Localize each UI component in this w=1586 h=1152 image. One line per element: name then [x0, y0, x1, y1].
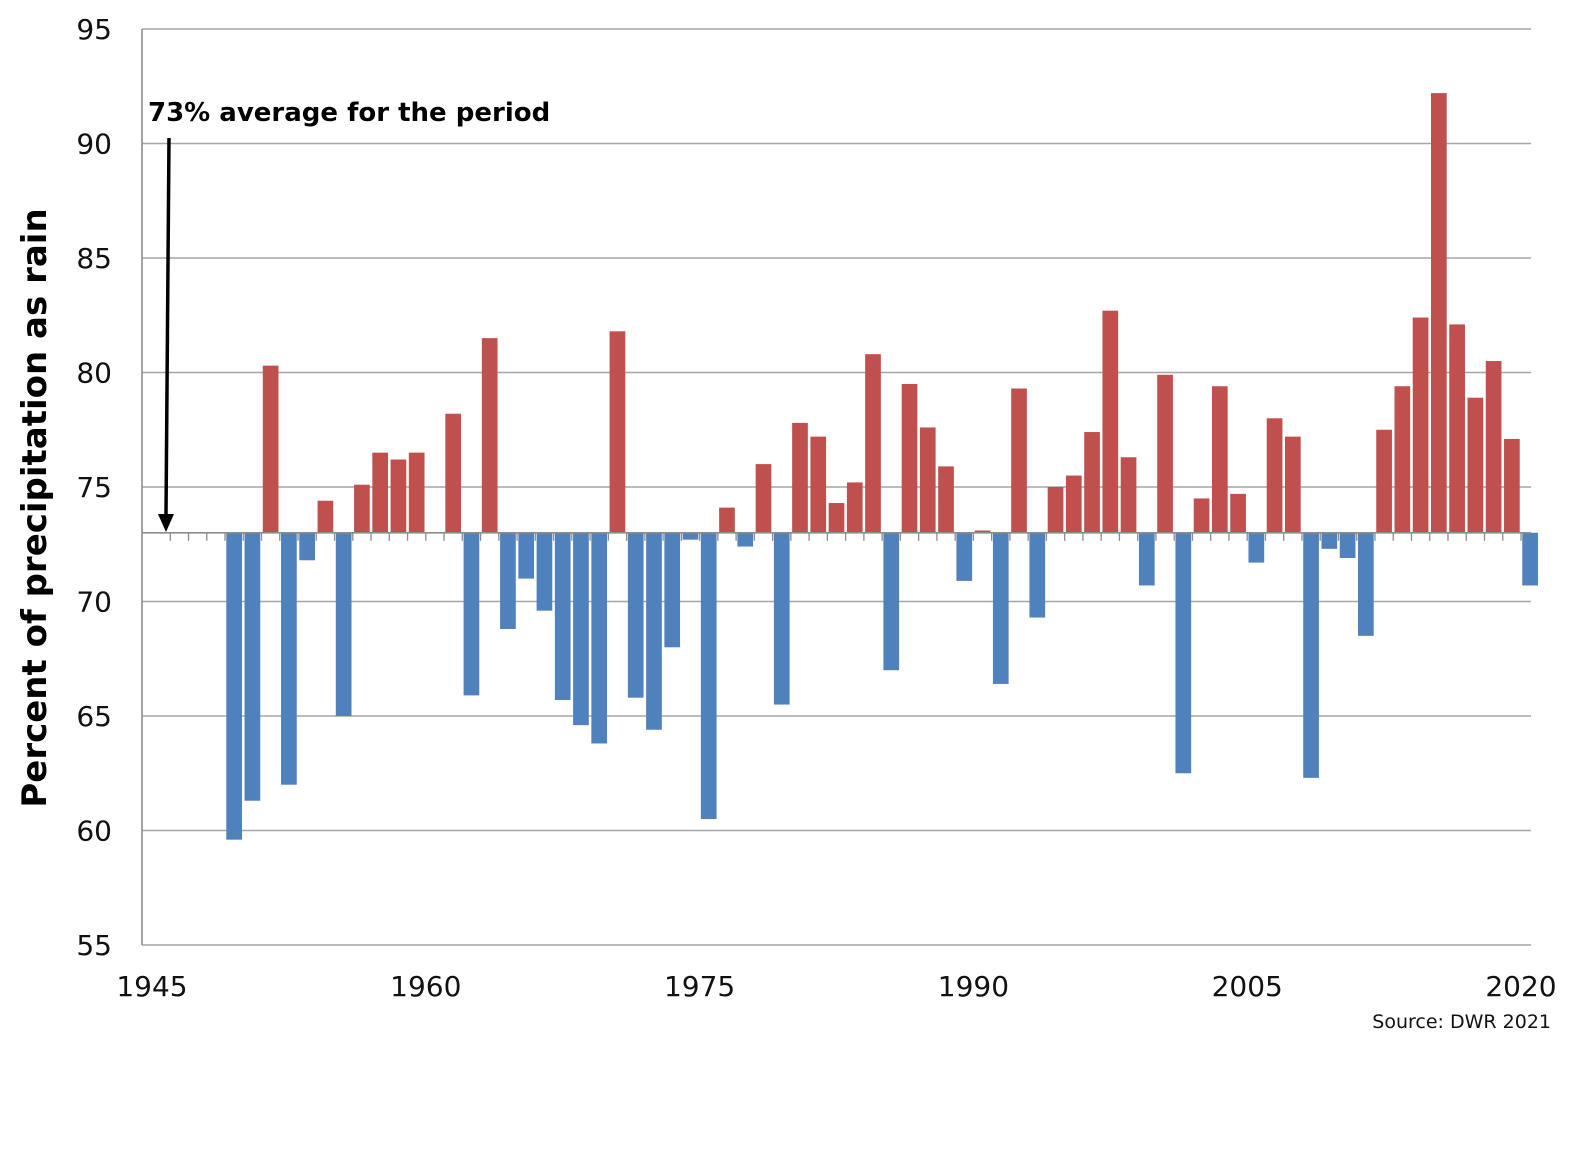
bar-2001 [1175, 532, 1192, 774]
y-tick-label: 75 [76, 471, 112, 504]
bar-1998 [1120, 457, 1137, 533]
bar-1999 [1138, 532, 1155, 586]
bar-1964 [500, 532, 516, 629]
bar-1975 [700, 532, 717, 820]
bar-1982 [828, 503, 845, 533]
y-tick-label: 80 [76, 357, 112, 390]
bar-1951 [262, 365, 279, 533]
bar-1973 [664, 532, 681, 648]
bar-2009 [1321, 532, 1338, 549]
bar-2019 [1504, 438, 1520, 533]
bar-2017 [1467, 397, 1484, 533]
bar-1956 [354, 484, 370, 533]
average-annotation: 73% average for the period [148, 98, 550, 128]
bar-1954 [317, 500, 334, 533]
bar-1968 [573, 532, 589, 726]
bar-1958 [390, 459, 407, 533]
y-axis-label: Percent of precipitation as rain [15, 208, 55, 807]
y-tick-label: 70 [76, 586, 112, 619]
bar-2007 [1284, 436, 1301, 533]
x-tick-label: 2005 [1212, 970, 1283, 1003]
bar-1992 [1011, 388, 1027, 533]
bar-1979 [773, 532, 790, 705]
bar-1988 [938, 466, 954, 533]
x-tick-label: 1975 [664, 970, 735, 1003]
bar-1972 [646, 532, 662, 730]
bar-1966 [536, 532, 553, 611]
x-tick-label: 1990 [938, 970, 1009, 1003]
bar-2015 [1431, 93, 1447, 533]
bar-2005 [1248, 532, 1265, 563]
bar-2000 [1157, 374, 1173, 533]
bar-1994 [1047, 487, 1064, 533]
bar-2002 [1193, 498, 1210, 533]
bar-2003 [1211, 386, 1228, 533]
bar-2014 [1412, 317, 1429, 533]
bar-1957 [372, 452, 389, 533]
bar-1967 [554, 532, 571, 700]
bar-1965 [518, 532, 535, 579]
gridlines [141, 28, 1531, 946]
bar-1984 [865, 354, 881, 533]
bar-1971 [627, 532, 644, 698]
y-tick-label: 95 [76, 13, 112, 46]
bar-1970 [609, 331, 626, 533]
bar-2011 [1357, 532, 1374, 636]
bar-1981 [810, 436, 827, 533]
bar-1955 [335, 532, 352, 716]
bar-1959 [408, 452, 425, 533]
bar-1950 [244, 532, 261, 801]
y-tick-labels: 55 60 65 70 75 80 85 90 95 [76, 13, 112, 962]
bar-1993 [1029, 532, 1046, 618]
bar-2006 [1266, 418, 1283, 533]
bar-1953 [299, 532, 316, 561]
bar-1986 [901, 383, 918, 533]
bar-2012 [1376, 429, 1392, 533]
bar-2010 [1339, 532, 1356, 558]
y-tick-label: 85 [76, 242, 112, 275]
bar-1961 [445, 413, 462, 533]
bar-1985 [883, 532, 900, 671]
bar-2018 [1485, 361, 1502, 533]
bar-1974 [682, 532, 699, 540]
y-tick-label: 90 [76, 128, 112, 161]
bar-1969 [591, 532, 608, 744]
x-tick-label: 1945 [116, 970, 187, 1003]
y-tick-label: 60 [76, 815, 112, 848]
bar-1963 [481, 338, 498, 533]
bar-2004 [1230, 493, 1246, 533]
bar-1997 [1102, 310, 1119, 533]
bar-2020 [1522, 532, 1538, 586]
bar-1983 [846, 482, 863, 533]
x-tick-label: 1960 [390, 970, 461, 1003]
bar-2008 [1303, 532, 1319, 778]
bar-1980 [792, 422, 808, 533]
bar-1952 [281, 532, 297, 785]
bar-1949 [226, 532, 242, 840]
annotation-arrow-shaft [164, 137, 171, 515]
bar-1978 [755, 464, 772, 533]
bar-1989 [956, 532, 973, 581]
baseline-axis [142, 531, 1531, 541]
bar-1991 [992, 532, 1009, 684]
source-note: Source: DWR 2021 [1372, 1011, 1551, 1033]
bar-1987 [919, 427, 936, 533]
annotation-arrow-head [158, 514, 174, 532]
y-tick-label: 55 [76, 929, 112, 962]
bar-1990 [974, 530, 991, 533]
bar-1995 [1065, 475, 1082, 533]
bar-2016 [1449, 324, 1465, 533]
bar-2013 [1394, 386, 1411, 533]
bar-1977 [737, 532, 754, 547]
bars [226, 93, 1538, 840]
x-tick-label: 2020 [1485, 970, 1556, 1003]
bar-1996 [1084, 432, 1100, 533]
bar-1976 [719, 507, 735, 533]
bar-1962 [463, 532, 480, 696]
y-tick-label: 65 [76, 700, 112, 733]
x-tick-labels: 1945 1960 1975 1990 2005 2020 [116, 970, 1556, 1003]
